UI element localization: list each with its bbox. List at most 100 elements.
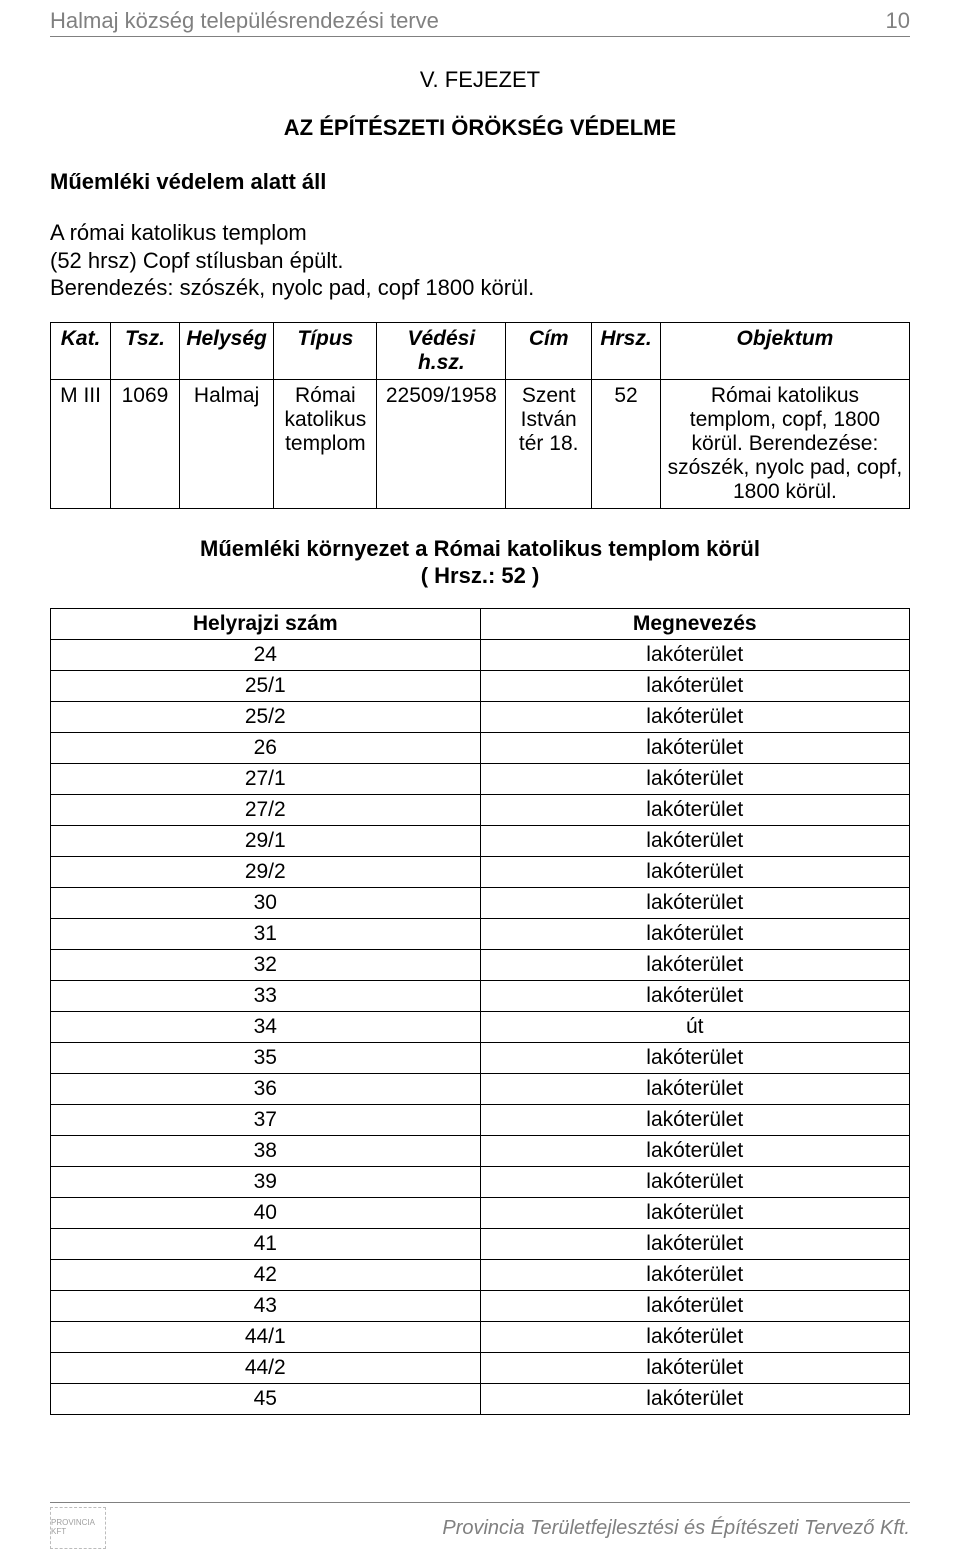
cell-cim: Szent István tér 18.: [506, 379, 592, 508]
cell-helyrajzi: 32: [51, 949, 481, 980]
table-row: 34út: [51, 1011, 910, 1042]
cell-helyrajzi: 44/2: [51, 1352, 481, 1383]
page-number: 10: [886, 8, 910, 34]
col-header-0: Kat.: [51, 322, 111, 379]
cell-megnevezes: lakóterület: [480, 949, 910, 980]
table-row: 37lakóterület: [51, 1104, 910, 1135]
col-header-6: Hrsz.: [592, 322, 661, 379]
cell-vedesi: 22509/1958: [377, 379, 506, 508]
col-header-2: Helység: [179, 322, 273, 379]
table-row: 29/1lakóterület: [51, 825, 910, 856]
table-row: 25/2lakóterület: [51, 701, 910, 732]
cell-helyrajzi: 25/1: [51, 670, 481, 701]
section-heading-line2: ( Hrsz.: 52 ): [421, 563, 540, 588]
table-row: 44/1lakóterület: [51, 1321, 910, 1352]
col-header-7: Objektum: [660, 322, 909, 379]
cell-helyrajzi: 25/2: [51, 701, 481, 732]
chapter-subtitle: AZ ÉPÍTÉSZETI ÖRÖKSÉG VÉDELME: [50, 115, 910, 141]
cell-megnevezes: lakóterület: [480, 1383, 910, 1414]
cell-megnevezes: lakóterület: [480, 1321, 910, 1352]
cell-megnevezes: lakóterület: [480, 887, 910, 918]
table-row: 26lakóterület: [51, 732, 910, 763]
subheading: Műemléki védelem alatt áll: [50, 169, 910, 195]
table-header-row: Kat.Tsz.HelységTípusVédési h.sz.CímHrsz.…: [51, 322, 910, 379]
cell-helyrajzi: 24: [51, 639, 481, 670]
table-row: 24lakóterület: [51, 639, 910, 670]
cell-megnevezes: lakóterület: [480, 701, 910, 732]
cell-megnevezes: lakóterület: [480, 1073, 910, 1104]
header-bar: Halmaj község településrendezési terve 1…: [50, 0, 910, 37]
cell-helyrajzi: 42: [51, 1259, 481, 1290]
cell-megnevezes: lakóterület: [480, 639, 910, 670]
table-row: 32lakóterület: [51, 949, 910, 980]
cell-helyrajzi: 35: [51, 1042, 481, 1073]
table-row: 43lakóterület: [51, 1290, 910, 1321]
logo-icon: PROVINCIA KFT: [50, 1507, 106, 1549]
cell-helyrajzi: 40: [51, 1197, 481, 1228]
page: Halmaj község településrendezési terve 1…: [0, 0, 960, 1549]
cell-megnevezes: lakóterület: [480, 670, 910, 701]
cell-megnevezes: lakóterület: [480, 763, 910, 794]
cell-megnevezes: lakóterület: [480, 1042, 910, 1073]
cell-helyrajzi: 39: [51, 1166, 481, 1197]
col-header-megnevezes: Megnevezés: [480, 608, 910, 639]
body-line-3: Berendezés: szószék, nyolc pad, copf 180…: [50, 274, 910, 302]
cell-megnevezes: lakóterület: [480, 1259, 910, 1290]
cell-helyrajzi: 45: [51, 1383, 481, 1414]
cell-helyrajzi: 41: [51, 1228, 481, 1259]
cell-megnevezes: lakóterület: [480, 918, 910, 949]
cell-helyrajzi: 38: [51, 1135, 481, 1166]
cell-megnevezes: lakóterület: [480, 732, 910, 763]
cell-helyrajzi: 34: [51, 1011, 481, 1042]
cell-helyrajzi: 30: [51, 887, 481, 918]
footer-logo: PROVINCIA KFT: [50, 1507, 106, 1549]
cell-helyrajzi: 36: [51, 1073, 481, 1104]
table-row: 29/2lakóterület: [51, 856, 910, 887]
cell-helyrajzi: 29/2: [51, 856, 481, 887]
table-row: 36lakóterület: [51, 1073, 910, 1104]
col-header-5: Cím: [506, 322, 592, 379]
cell-hrsz: 52: [592, 379, 661, 508]
cell-helyrajzi: 27/2: [51, 794, 481, 825]
cell-megnevezes: lakóterület: [480, 980, 910, 1011]
cell-megnevezes: lakóterület: [480, 1166, 910, 1197]
table-row: 42lakóterület: [51, 1259, 910, 1290]
body-line-2: (52 hrsz) Copf stílusban épült.: [50, 247, 910, 275]
col-header-1: Tsz.: [111, 322, 180, 379]
table-row: 27/2lakóterület: [51, 794, 910, 825]
footer: PROVINCIA KFT Provincia Területfejleszté…: [50, 1502, 910, 1549]
cell-helyrajzi: 31: [51, 918, 481, 949]
table-row: 30lakóterület: [51, 887, 910, 918]
cell-megnevezes: lakóterület: [480, 1135, 910, 1166]
section-heading: Műemléki környezet a Római katolikus tem…: [50, 535, 910, 590]
cell-tsz: 1069: [111, 379, 180, 508]
table-row: 35lakóterület: [51, 1042, 910, 1073]
parcel-table: Helyrajzi szám Megnevezés 24lakóterület2…: [50, 608, 910, 1415]
table-row: M III 1069 Halmaj Római katolikus templo…: [51, 379, 910, 508]
cell-helyrajzi: 29/1: [51, 825, 481, 856]
table-header-row: Helyrajzi szám Megnevezés: [51, 608, 910, 639]
cell-megnevezes: lakóterület: [480, 1104, 910, 1135]
footer-company: Provincia Területfejlesztési és Építésze…: [442, 1517, 910, 1540]
cell-helyrajzi: 43: [51, 1290, 481, 1321]
cell-megnevezes: lakóterület: [480, 1197, 910, 1228]
cell-helyseg: Halmaj: [179, 379, 273, 508]
cell-helyrajzi: 44/1: [51, 1321, 481, 1352]
table-row: 27/1lakóterület: [51, 763, 910, 794]
cell-helyrajzi: 33: [51, 980, 481, 1011]
cell-megnevezes: lakóterület: [480, 1352, 910, 1383]
table-row: 31lakóterület: [51, 918, 910, 949]
col-header-helyrajzi: Helyrajzi szám: [51, 608, 481, 639]
cell-tipus: Római katolikus templom: [274, 379, 377, 508]
cell-helyrajzi: 37: [51, 1104, 481, 1135]
cell-helyrajzi: 26: [51, 732, 481, 763]
cell-megnevezes: lakóterület: [480, 1228, 910, 1259]
chapter-title: V. FEJEZET: [50, 67, 910, 93]
cell-megnevezes: lakóterület: [480, 794, 910, 825]
table-row: 25/1lakóterület: [51, 670, 910, 701]
table-row: 44/2lakóterület: [51, 1352, 910, 1383]
table-row: 39lakóterület: [51, 1166, 910, 1197]
cell-objektum: Római katolikus templom, copf, 1800 körü…: [660, 379, 909, 508]
table-row: 33lakóterület: [51, 980, 910, 1011]
monument-table: Kat.Tsz.HelységTípusVédési h.sz.CímHrsz.…: [50, 322, 910, 509]
